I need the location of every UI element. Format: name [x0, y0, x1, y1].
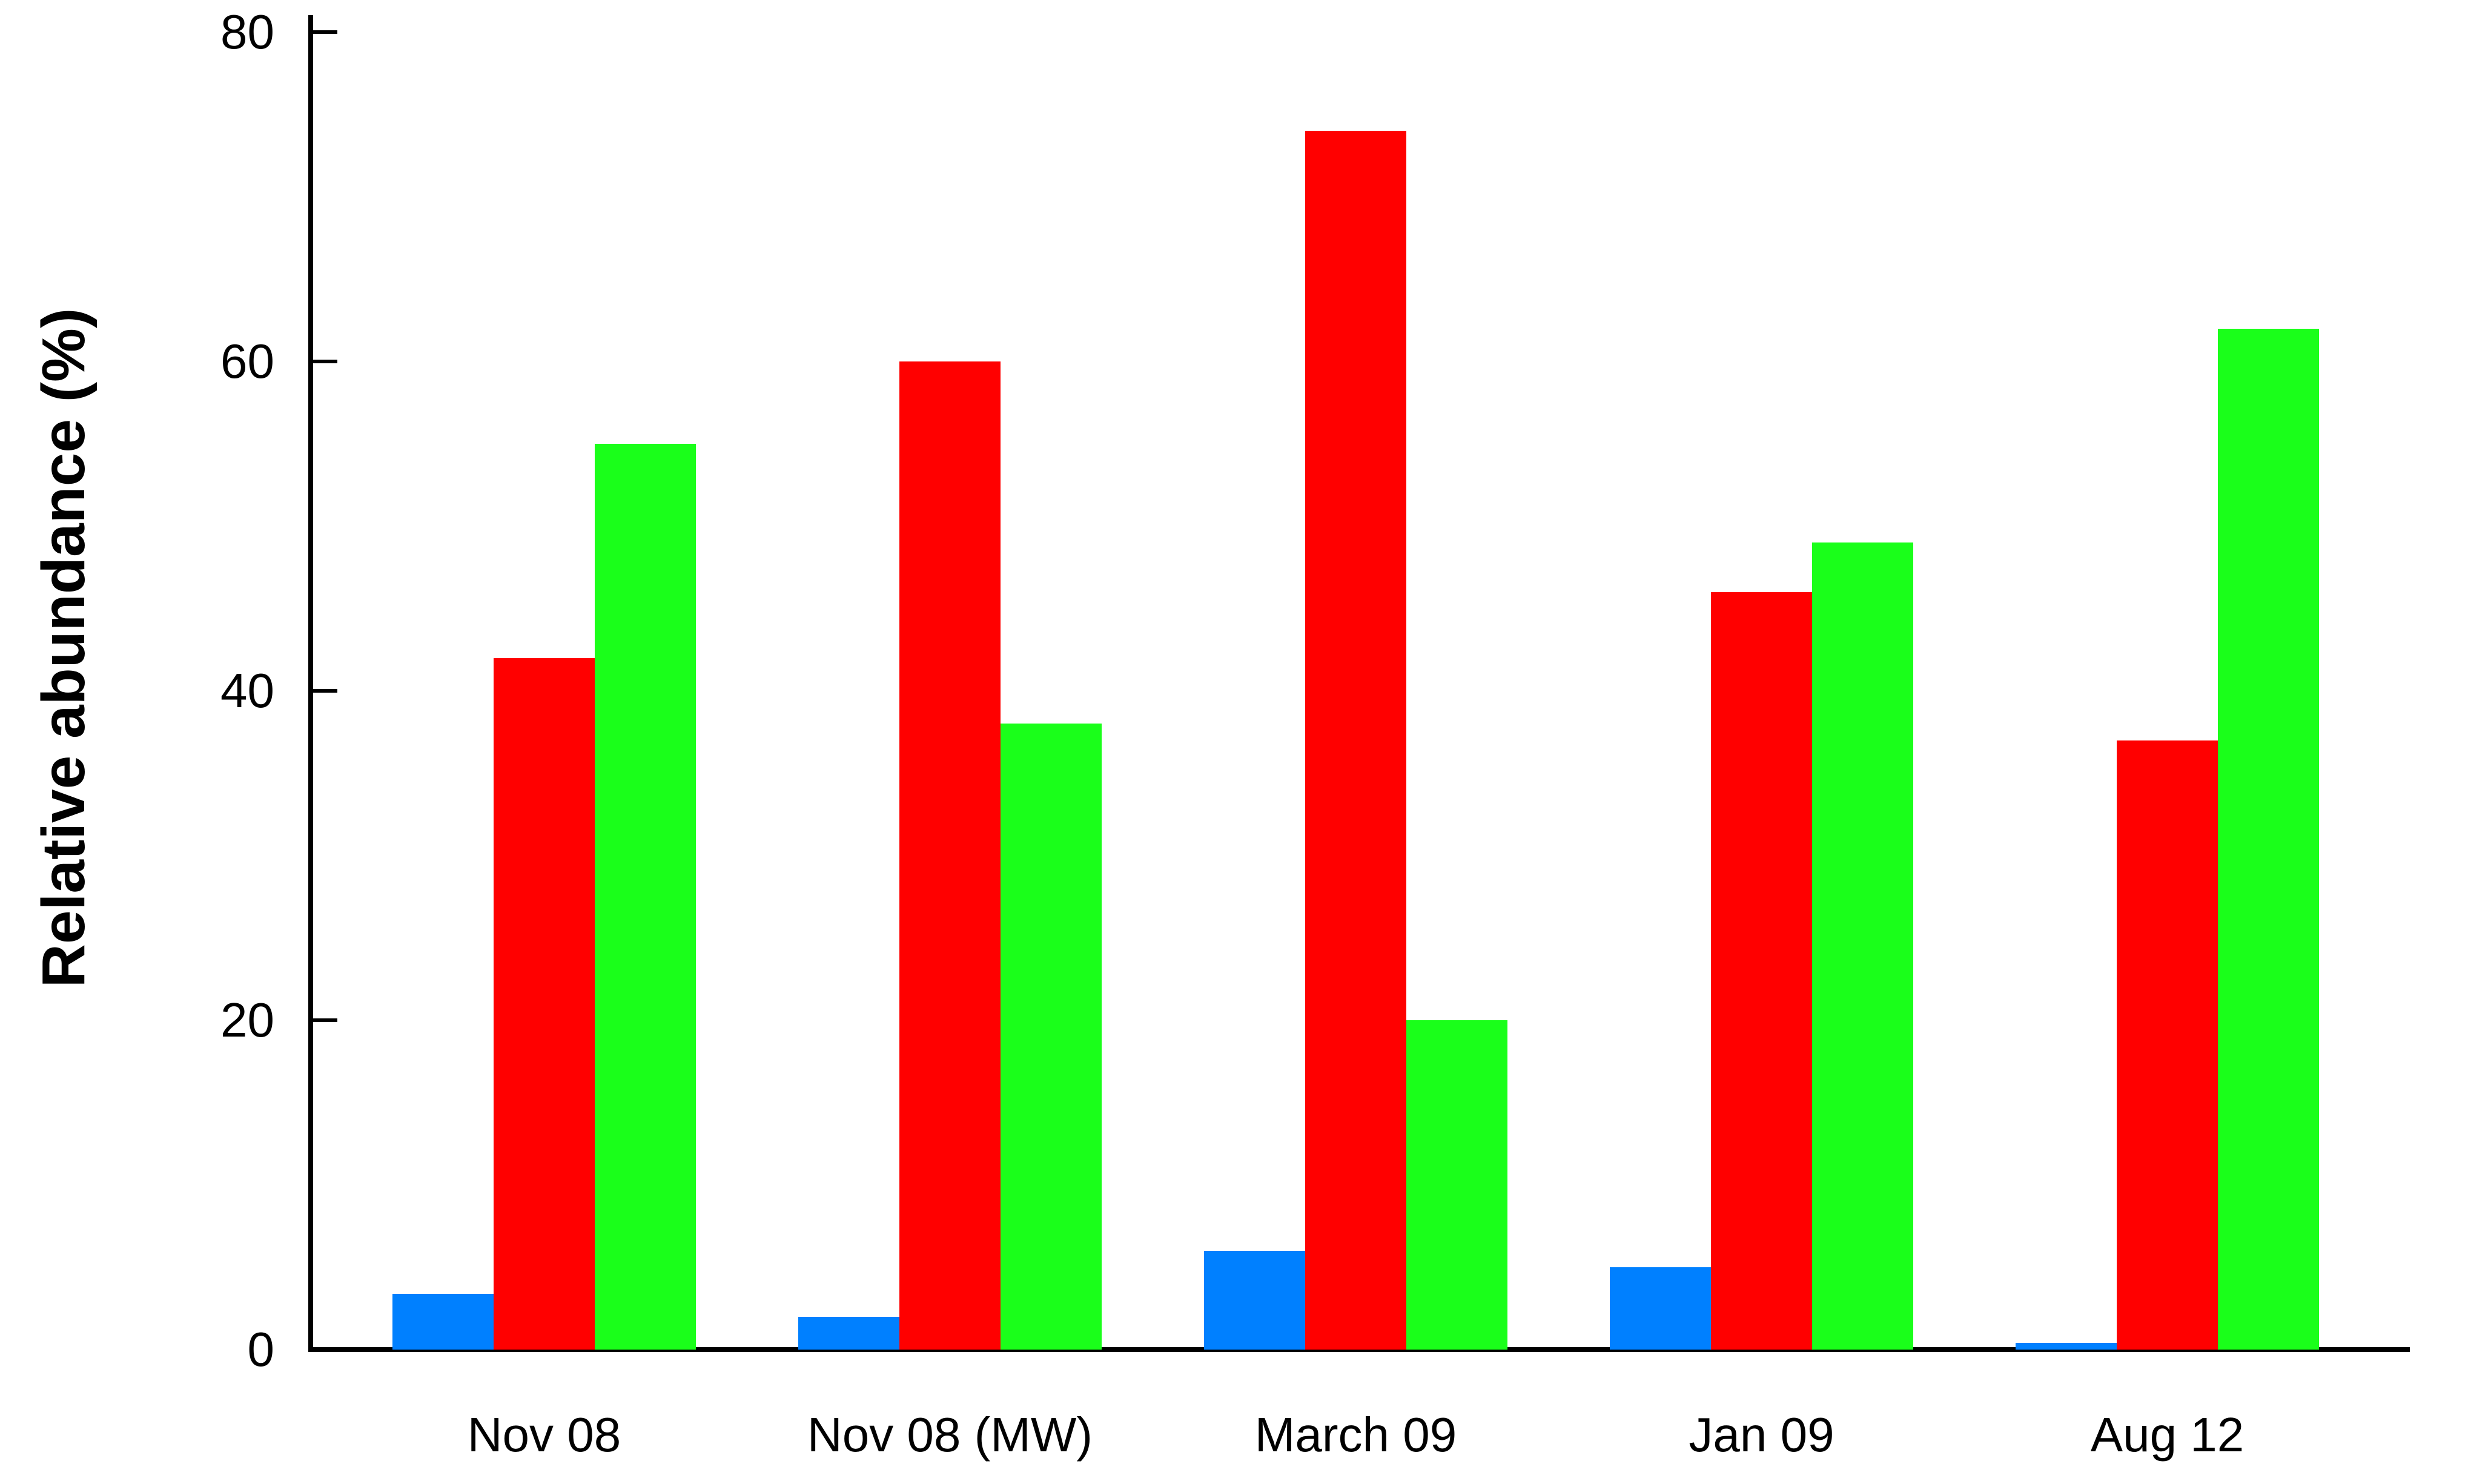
y-tick-label: 40: [220, 664, 274, 717]
y-axis-title: Relative abundance (%): [30, 308, 98, 988]
bar-green-nov-08-mw-: [1001, 724, 1102, 1350]
bar-blue-jan-09: [1610, 1267, 1711, 1350]
y-axis-tick: [313, 360, 337, 363]
y-axis-line: [308, 15, 313, 1352]
x-tick-label: Jan 09: [1689, 1408, 1834, 1462]
y-tick-label: 0: [247, 1322, 275, 1376]
bar-blue-aug-12: [2016, 1343, 2117, 1350]
bar-green-jan-09: [1812, 542, 1913, 1350]
x-tick-label: March 09: [1254, 1408, 1457, 1462]
x-tick-label: Aug 12: [2090, 1408, 2245, 1462]
bar-red-march-09: [1305, 131, 1406, 1350]
x-axis-line: [308, 1347, 2410, 1352]
bar-green-nov-08: [595, 444, 696, 1350]
y-axis-tick: [313, 1018, 337, 1022]
x-tick-label: Nov 08: [467, 1408, 621, 1462]
bar-red-nov-08: [494, 658, 595, 1350]
bar-green-aug-12: [2218, 329, 2319, 1350]
y-tick-label: 20: [220, 993, 274, 1047]
bar-red-jan-09: [1711, 592, 1812, 1350]
bar-green-march-09: [1406, 1020, 1507, 1350]
y-tick-label: 60: [220, 334, 274, 388]
bar-red-nov-08-mw-: [899, 361, 1001, 1350]
bar-blue-nov-08-mw-: [798, 1317, 899, 1350]
bar-red-aug-12: [2117, 740, 2218, 1350]
y-tick-label: 80: [220, 5, 274, 59]
y-axis-tick: [313, 30, 337, 34]
y-axis-tick: [313, 689, 337, 693]
bar-blue-nov-08: [392, 1294, 494, 1350]
x-tick-label: Nov 08 (MW): [807, 1408, 1093, 1462]
bar-blue-march-09: [1204, 1251, 1305, 1350]
